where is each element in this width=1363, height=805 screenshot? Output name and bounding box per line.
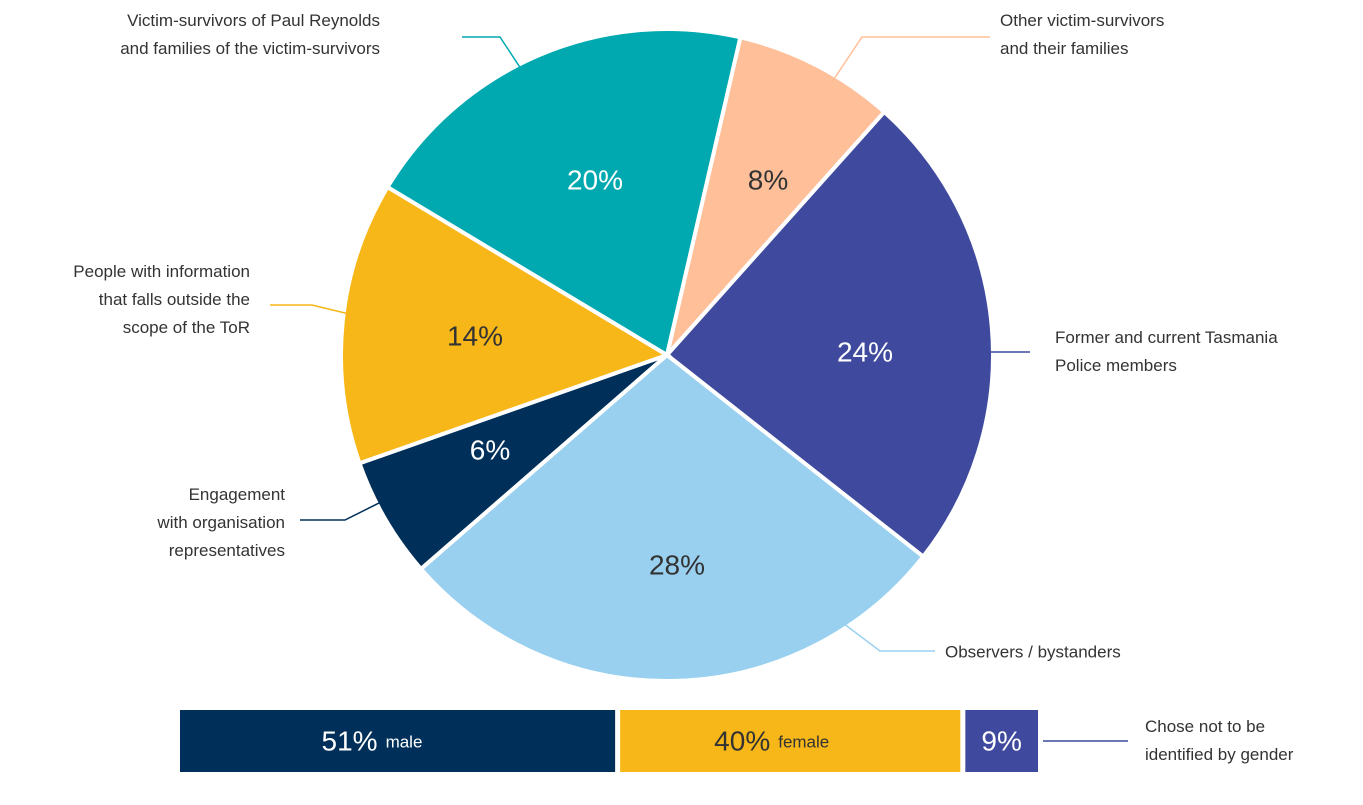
slice-value-label: 20% <box>567 164 623 195</box>
bar-segment <box>180 710 616 772</box>
pie-slice <box>384 27 743 359</box>
slice-category-label: Victim-survivors of Paul Reynolds and fam… <box>120 11 380 58</box>
bar-series-label: female <box>778 732 829 751</box>
bar-series-label: Chose not to be identified by gender <box>1145 717 1294 764</box>
bar-segment <box>620 710 961 772</box>
pie-slice <box>665 34 888 357</box>
pie-slice <box>339 184 672 466</box>
slice-category-label: Former and current Tasmania Police member… <box>1055 328 1278 375</box>
bar-value-label: 40% <box>714 725 770 756</box>
leader-line <box>300 464 456 521</box>
pie-slice <box>664 109 995 560</box>
slice-value-label: 28% <box>649 549 705 580</box>
slice-value-label: 8% <box>748 164 788 195</box>
bar-value-label: 9% <box>981 725 1021 756</box>
bar-series-label: male <box>386 732 423 751</box>
leader-line <box>761 561 935 652</box>
bar-value-label: 51% <box>322 725 378 756</box>
slice-category-label: People with information that falls outsid… <box>73 262 250 337</box>
leader-line <box>462 36 574 149</box>
slice-value-label: 14% <box>447 320 503 351</box>
slice-category-label: Observers / bystanders <box>945 642 1121 661</box>
leader-line <box>787 36 990 149</box>
slice-value-label: 6% <box>470 434 510 465</box>
slice-category-label: Engagement with organisation representativ… <box>156 485 285 560</box>
pie-slice <box>356 353 669 572</box>
slice-value-label: 24% <box>837 336 893 367</box>
leader-line <box>270 304 441 337</box>
slice-category-label: Other victim-survivors and their families <box>1000 11 1164 58</box>
pie-slice <box>418 352 926 683</box>
bar-segment <box>965 710 1038 772</box>
